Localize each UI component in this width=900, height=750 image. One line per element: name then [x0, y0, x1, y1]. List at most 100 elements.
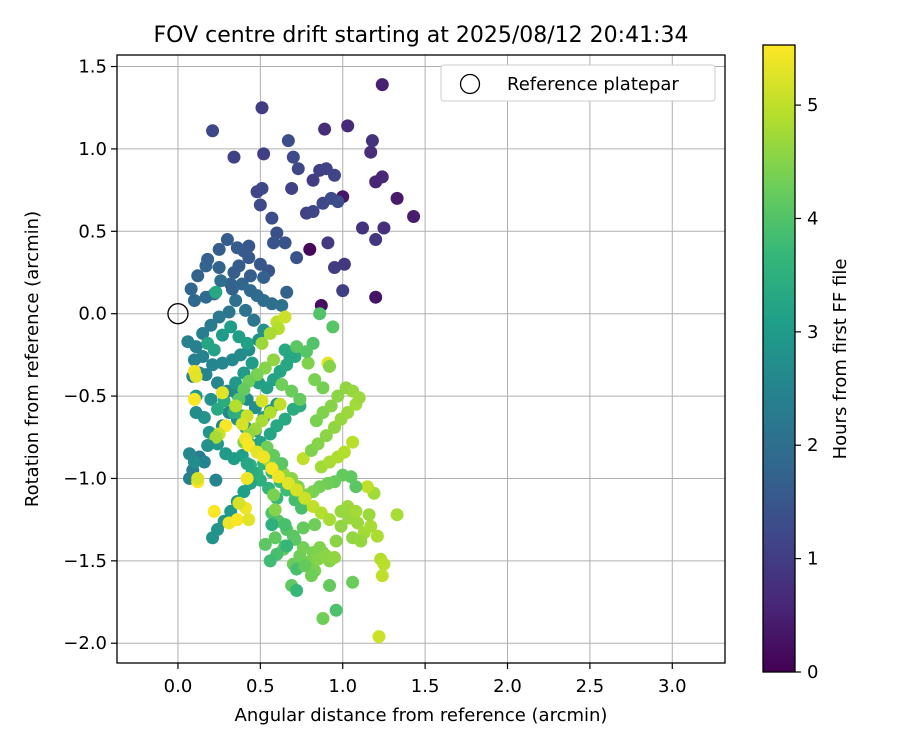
data-point — [336, 284, 350, 298]
data-point — [275, 378, 289, 392]
data-point — [375, 170, 389, 184]
x-tick-label: 0.0 — [164, 676, 193, 697]
data-point — [327, 261, 341, 275]
data-point — [346, 575, 360, 589]
legend-entry-reference: Reference platepar — [507, 74, 679, 95]
data-point — [187, 392, 201, 406]
data-point — [351, 516, 365, 530]
data-point — [214, 274, 228, 288]
data-point — [296, 541, 310, 555]
data-point — [369, 290, 383, 304]
plot-frame — [116, 54, 726, 664]
data-point — [275, 457, 289, 471]
data-point — [341, 119, 355, 133]
data-point — [257, 270, 271, 284]
data-point — [296, 452, 310, 466]
data-point — [209, 285, 223, 299]
data-point — [362, 508, 376, 522]
data-point — [306, 205, 320, 219]
data-point — [235, 417, 249, 431]
y-axis-label: Rotation from reference (arcmin) — [22, 211, 43, 507]
data-point — [346, 435, 360, 449]
data-point — [237, 382, 251, 396]
data-point — [267, 488, 281, 502]
data-point — [265, 518, 279, 532]
data-point — [334, 519, 348, 533]
data-point — [258, 537, 272, 551]
data-point — [364, 145, 378, 159]
data-point — [306, 336, 320, 350]
data-point — [341, 406, 355, 420]
data-point — [240, 457, 254, 471]
data-point — [280, 539, 294, 553]
colorbar: 0 1 2 3 4 5 Hours from first FF file — [762, 44, 851, 683]
data-point — [372, 630, 386, 644]
data-point — [296, 521, 310, 535]
data-point — [257, 450, 271, 464]
data-point — [286, 150, 300, 164]
data-point — [285, 181, 299, 195]
data-point — [242, 251, 256, 265]
data-point — [255, 336, 269, 350]
data-point — [255, 181, 269, 195]
data-point — [240, 471, 254, 485]
data-point — [278, 343, 292, 357]
data-point — [247, 313, 261, 327]
x-tick-label: 2.5 — [576, 676, 605, 697]
data-point — [187, 353, 201, 367]
data-point — [184, 282, 198, 296]
x-tick-label: 1.0 — [328, 676, 357, 697]
data-point — [278, 412, 292, 426]
x-axis-ticks: 0.0 0.5 1.0 1.5 2.0 2.5 3.0 — [164, 663, 687, 697]
data-point — [370, 529, 384, 543]
data-point — [285, 384, 299, 398]
colorbar-tick-label: 3 — [807, 322, 818, 343]
y-tick-label: −2.0 — [63, 633, 107, 654]
colorbar-tick-label: 2 — [807, 435, 818, 456]
data-point — [308, 373, 322, 387]
data-point — [377, 557, 391, 571]
data-point — [390, 191, 404, 205]
data-point — [212, 242, 226, 256]
data-point — [278, 518, 292, 532]
data-point — [356, 221, 370, 235]
data-point — [318, 122, 332, 136]
y-tick-label: 1.5 — [78, 57, 107, 78]
data-point — [253, 473, 267, 487]
colorbar-tick-label: 1 — [807, 549, 818, 570]
data-point — [196, 326, 210, 340]
data-point — [301, 356, 315, 370]
data-point — [181, 335, 195, 349]
data-point — [253, 198, 267, 212]
data-point — [280, 285, 294, 299]
data-point — [293, 392, 307, 406]
data-point — [211, 376, 225, 390]
data-point — [230, 241, 244, 255]
data-point — [225, 282, 239, 296]
data-point — [324, 399, 338, 413]
data-point — [229, 294, 243, 308]
data-point — [360, 480, 374, 494]
data-point — [212, 310, 226, 324]
data-point — [323, 579, 337, 593]
x-axis-label: Angular distance from reference (arcmin) — [235, 705, 608, 726]
data-point — [337, 445, 351, 459]
data-point — [229, 399, 243, 413]
data-point — [290, 584, 304, 598]
data-point — [263, 406, 277, 420]
data-point — [182, 447, 196, 461]
data-point — [271, 470, 285, 484]
data-point — [365, 134, 379, 148]
data-point — [209, 473, 223, 487]
data-point — [337, 257, 351, 271]
data-point — [268, 531, 282, 545]
x-tick-label: 3.0 — [658, 676, 687, 697]
y-axis-ticks: −2.0 −1.5 −1.0 −0.5 0.0 0.5 1.0 1.5 — [63, 57, 117, 654]
data-point — [191, 269, 205, 283]
colorbar-tick-label: 0 — [807, 662, 818, 683]
data-point — [331, 389, 345, 403]
data-point — [201, 439, 215, 453]
x-tick-label: 1.5 — [411, 676, 440, 697]
data-point — [265, 211, 279, 225]
